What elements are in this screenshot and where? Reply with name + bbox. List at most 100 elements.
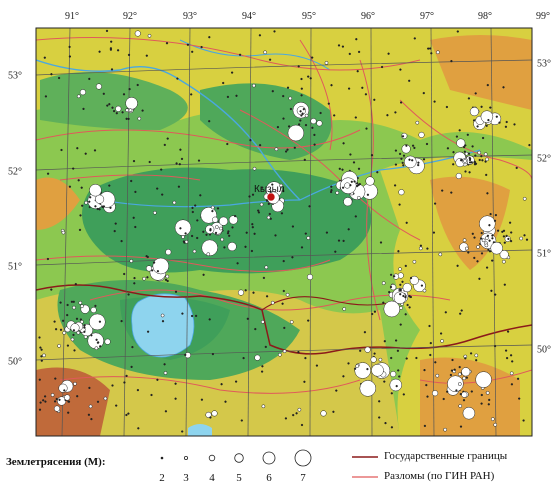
lake-small [188, 424, 212, 436]
earthquake-epicenter [113, 229, 116, 233]
earthquake-epicenter [267, 202, 270, 206]
earthquake-epicenter [295, 412, 298, 415]
earthquake-epicenter [125, 374, 128, 378]
earthquake-epicenter [347, 228, 350, 231]
earthquake-epicenter [270, 300, 275, 305]
earthquake-epicenter [499, 250, 509, 260]
earthquake-epicenter [378, 400, 381, 403]
earthquake-epicenter [457, 382, 462, 386]
earthquake-epicenter [330, 189, 333, 192]
earthquake-epicenter [90, 417, 93, 421]
earthquake-epicenter [82, 107, 85, 111]
earthquake-epicenter [464, 144, 467, 147]
earthquake-epicenter [356, 195, 361, 200]
earthquake-epicenter [436, 50, 440, 55]
earthquake-epicenter [88, 404, 93, 409]
earthquake-epicenter [450, 59, 453, 63]
earthquake-epicenter [402, 154, 406, 157]
earthquake-epicenter [399, 323, 402, 326]
earthquake-epicenter [426, 395, 429, 398]
earthquake-epicenter [481, 159, 484, 162]
earthquake-epicenter [141, 109, 144, 112]
earthquake-epicenter [88, 386, 91, 390]
earthquake-epicenter [474, 353, 479, 358]
earthquake-epicenter [354, 116, 357, 119]
earthquake-epicenter [408, 79, 411, 82]
earthquake-epicenter [366, 193, 370, 196]
earthquake-epicenter [125, 97, 138, 110]
earthquake-epicenter [300, 94, 303, 97]
earthquake-epicenter [152, 257, 170, 275]
earthquake-epicenter [177, 185, 181, 188]
faults [36, 37, 532, 394]
earthquake-epicenter [57, 344, 61, 348]
lon-label: 97° [420, 11, 434, 22]
earthquake-epicenter [304, 232, 307, 235]
earthquake-epicenter [68, 55, 72, 58]
earthquake-epicenter [246, 317, 249, 320]
earthquake-epicenter [297, 65, 300, 68]
legend-fault-label: Разломы (по ГИН РАН) [384, 470, 495, 482]
earthquake-epicenter [95, 338, 98, 341]
earthquake-epicenter [72, 300, 75, 303]
earthquake-epicenter [373, 352, 376, 355]
earthquake-epicenter [301, 112, 304, 115]
earthquake-epicenter [244, 245, 247, 248]
earthquake-epicenter [300, 77, 303, 81]
earthquake-epicenter [66, 344, 70, 347]
earthquake-epicenter [282, 289, 285, 293]
earthquake-epicenter [357, 167, 361, 170]
earthquake-epicenter [72, 305, 76, 310]
earthquake-epicenter [73, 349, 76, 352]
legend-circle-m6 [262, 451, 276, 465]
earthquake-epicenter [50, 288, 53, 291]
earthquake-epicenter [473, 163, 477, 166]
earthquake-epicenter [235, 94, 238, 97]
earthquake-epicenter [257, 209, 260, 212]
earthquake-epicenter [131, 345, 134, 349]
earthquake-epicenter [38, 378, 41, 381]
lat-label-right: 50° [537, 344, 551, 356]
earthquake-epicenter [78, 300, 83, 305]
earthquake-epicenter [46, 257, 50, 261]
earthquake-epicenter [145, 54, 148, 57]
earthquake-epicenter [371, 364, 384, 377]
earthquake-epicenter [364, 346, 371, 353]
earthquake-epicenter [233, 214, 237, 218]
earthquake-epicenter [342, 142, 345, 145]
earthquake-epicenter [373, 310, 377, 313]
earthquake-epicenter [311, 126, 314, 129]
earthquake-epicenter [147, 33, 152, 38]
north-valley [40, 72, 188, 130]
earthquake-epicenter [152, 261, 156, 264]
earthquake-epicenter [417, 163, 420, 167]
earthquake-epicenter [470, 161, 473, 164]
earthquake-epicenter [308, 205, 311, 208]
earthquake-epicenter [341, 186, 345, 189]
earthquake-epicenter [357, 50, 361, 54]
earthquake-epicenter [39, 401, 42, 404]
earthquake-epicenter [116, 49, 120, 52]
earthquake-epicenter [43, 56, 46, 59]
earthquake-epicenter [398, 288, 402, 292]
earthquake-epicenter [330, 84, 333, 87]
earthquake-epicenter [178, 163, 181, 166]
earthquake-epicenter [508, 221, 512, 224]
earthquake-epicenter [408, 158, 411, 161]
earthquake-epicenter [333, 114, 336, 117]
earthquake-epicenter [468, 158, 472, 162]
earthquake-epicenter [423, 368, 426, 372]
earthquake-epicenter [404, 264, 407, 268]
earthquake-epicenter [303, 380, 306, 383]
earthquake-epicenter [480, 231, 483, 235]
earthquake-epicenter [361, 86, 364, 89]
earthquake-epicenter [87, 413, 91, 416]
lat-label-left: 53° [8, 70, 22, 82]
earthquake-epicenter [422, 158, 426, 161]
earthquake-epicenter [98, 50, 101, 53]
earthquake-epicenter [365, 127, 368, 130]
earthquake-epicenter [480, 402, 483, 405]
earthquake-epicenter [59, 328, 63, 331]
earthquake-epicenter [103, 396, 108, 401]
earthquake-epicenter [352, 161, 356, 164]
